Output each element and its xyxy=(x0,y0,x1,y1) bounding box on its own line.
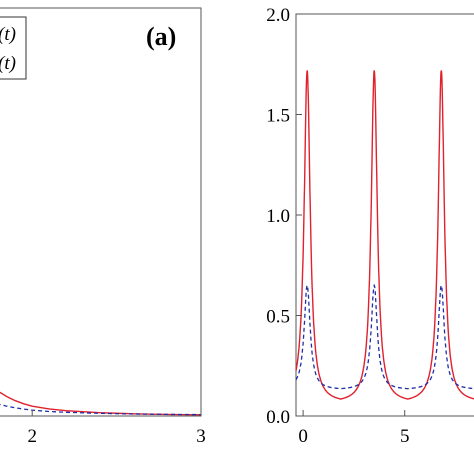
panel-b-x-tick-label: 0 xyxy=(298,426,308,447)
panel-b-y-tick-label: 1.0 xyxy=(266,206,290,227)
panel-b-y-tick-label: 0.0 xyxy=(266,407,290,428)
panel-a-series-2-line xyxy=(0,403,202,416)
panel-a-series-1-line xyxy=(0,391,202,416)
panel-b-x-tick-label: 5 xyxy=(400,426,410,447)
panel-b-y-tick-label: 0.5 xyxy=(266,307,290,328)
panel-b-y-tick-label: 1.5 xyxy=(266,106,290,127)
panel-a-x-tick-label: 2 xyxy=(27,426,37,447)
legend: (t) (t) xyxy=(0,16,27,80)
panel-b-y-tick-label: 2.0 xyxy=(266,5,290,26)
panel-a-x-tick-label: 3 xyxy=(196,426,206,447)
panel-b-series-2-line xyxy=(295,283,474,390)
panel-a-label: (a) xyxy=(146,22,176,51)
legend-box xyxy=(0,16,27,80)
panel-b-plot: 0.0 0.5 1.0 1.5 2.0 0 5 xyxy=(266,5,474,447)
panel-a-frame xyxy=(0,7,202,417)
legend-entry-2: (t) xyxy=(0,53,16,74)
panel-b-frame xyxy=(295,13,474,417)
panel-b-series-1-line xyxy=(295,70,474,400)
legend-entry-1: (t) xyxy=(0,24,16,45)
